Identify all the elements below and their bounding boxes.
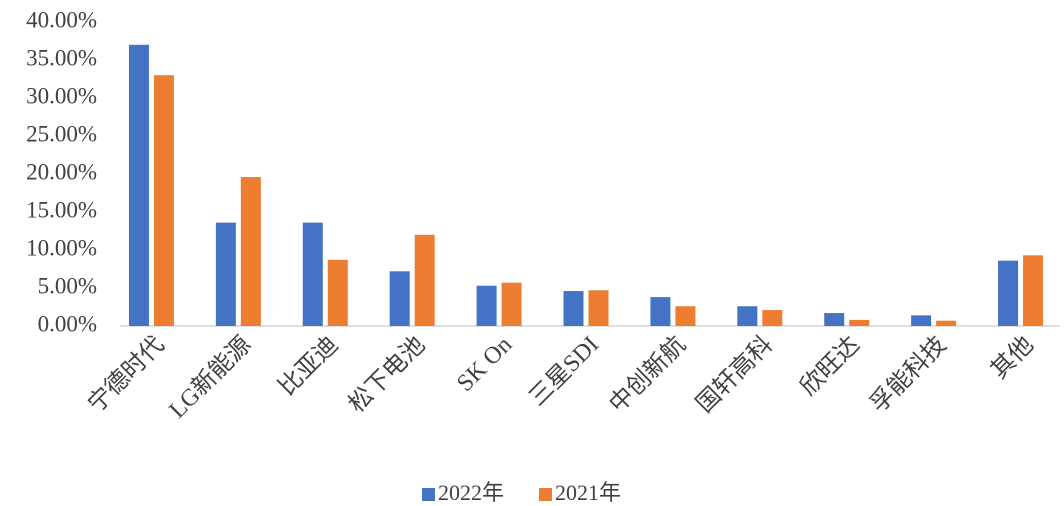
bar <box>936 320 957 326</box>
x-tick-label: 其他 <box>986 331 1039 384</box>
y-tick-label: 0.00% <box>38 311 97 336</box>
bar <box>650 297 671 326</box>
bar <box>128 44 149 327</box>
x-tick-label: 孚能科技 <box>865 331 952 418</box>
bar <box>737 306 758 326</box>
bar <box>501 282 522 326</box>
y-tick-label: 30.00% <box>26 83 97 108</box>
bar <box>588 290 609 326</box>
y-tick-label: 40.00% <box>26 7 97 32</box>
y-tick-label: 35.00% <box>26 45 97 70</box>
bar <box>998 260 1019 326</box>
bar <box>215 222 236 326</box>
x-tick-label: 宁德时代 <box>83 331 170 418</box>
bar <box>675 306 696 326</box>
legend: 2022年 2021年 <box>422 480 621 505</box>
legend-label: 2022年 <box>438 480 504 505</box>
x-tick-label: 比亚迪 <box>273 331 343 401</box>
x-tick-label: 国轩高科 <box>691 331 778 418</box>
bar <box>389 271 410 326</box>
bar <box>240 177 261 326</box>
bar <box>153 75 174 326</box>
bar <box>824 313 845 326</box>
x-tick-label: 欣旺达 <box>795 331 865 401</box>
bar <box>327 259 348 326</box>
bar <box>762 310 783 326</box>
y-tick-label: 25.00% <box>26 121 97 146</box>
x-tick-label: 中创新航 <box>604 331 691 418</box>
bar <box>302 222 323 326</box>
bar <box>476 285 497 326</box>
x-tick-label: 松下电池 <box>343 331 430 418</box>
y-tick-label: 15.00% <box>26 197 97 222</box>
bar <box>1023 255 1044 326</box>
y-tick-label: 20.00% <box>26 159 97 184</box>
legend-swatch <box>422 488 435 501</box>
legend-label: 2021年 <box>555 480 621 505</box>
bar <box>849 319 870 326</box>
bar <box>414 234 435 326</box>
x-tick-label: LG新能源 <box>164 331 257 424</box>
x-tick-label: 三星SDI <box>524 332 604 412</box>
legend-swatch <box>539 488 552 501</box>
y-tick-label: 5.00% <box>38 273 97 298</box>
bar <box>911 315 932 326</box>
bar <box>563 291 584 326</box>
x-tick-label: SK On <box>452 332 517 397</box>
y-tick-label: 10.00% <box>26 235 97 260</box>
